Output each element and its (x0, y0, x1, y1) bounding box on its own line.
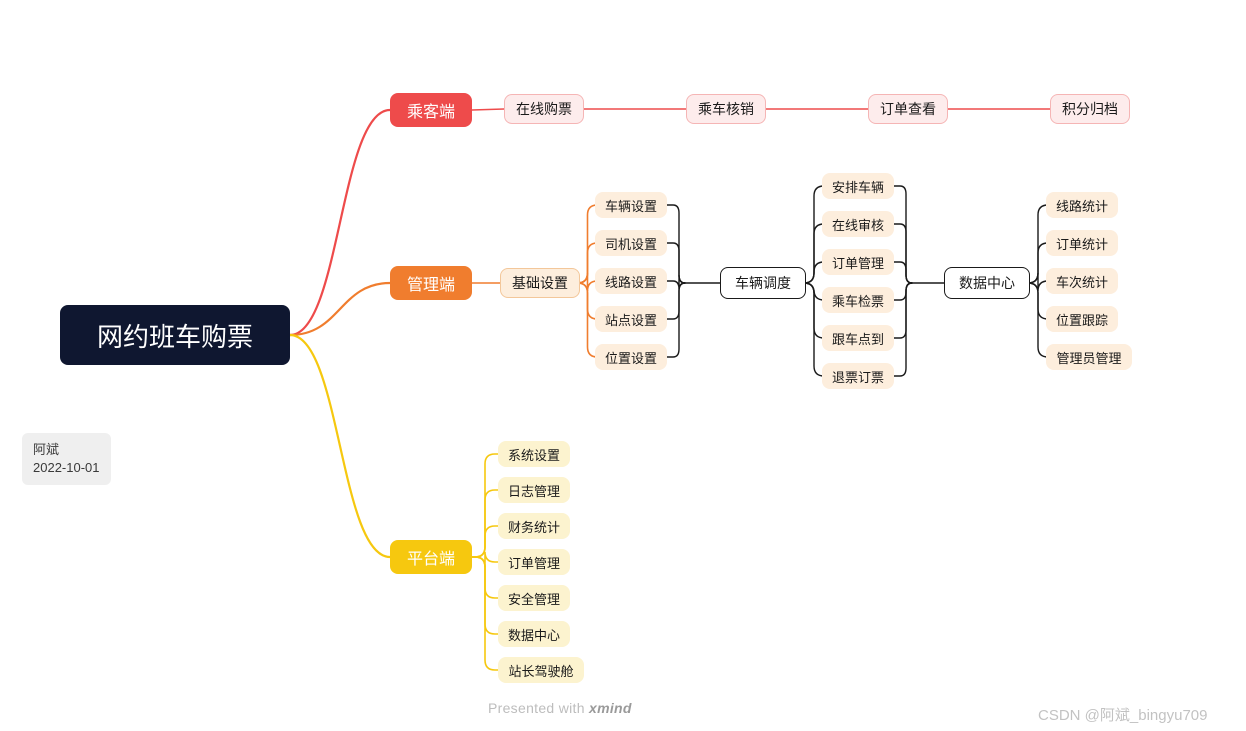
leaf-manage-b-1: 在线审核 (822, 211, 894, 237)
box-vehicle-dispatch: 车辆调度 (720, 267, 806, 299)
leaf-platform-4: 安全管理 (498, 585, 570, 611)
leaf-manage-a-1: 司机设置 (595, 230, 667, 256)
watermark-text: CSDN @阿斌_bingyu709 (1038, 704, 1207, 725)
leaf-platform-1: 日志管理 (498, 477, 570, 503)
leaf-manage-b-4: 跟车点到 (822, 325, 894, 351)
author-note: 阿斌 2022-10-01 (22, 433, 111, 485)
leaf-platform-5: 数据中心 (498, 621, 570, 647)
leaf-manage-c-1: 订单统计 (1046, 230, 1118, 256)
pill-passenger-0: 在线购票 (504, 94, 584, 124)
footer-brand: xmind (589, 700, 632, 716)
leaf-manage-b-2: 订单管理 (822, 249, 894, 275)
branch-passenger: 乘客端 (390, 93, 472, 127)
leaf-manage-b-3: 乘车检票 (822, 287, 894, 313)
leaf-platform-0: 系统设置 (498, 441, 570, 467)
leaf-manage-a-3: 站点设置 (595, 306, 667, 332)
pill-passenger-1: 乘车核销 (686, 94, 766, 124)
leaf-manage-b-5: 退票订票 (822, 363, 894, 389)
box-data-center: 数据中心 (944, 267, 1030, 299)
root-node: 网约班车购票 (60, 305, 290, 365)
leaf-manage-c-4: 管理员管理 (1046, 344, 1132, 370)
leaf-platform-3: 订单管理 (498, 549, 570, 575)
pill-manage-0: 基础设置 (500, 268, 580, 298)
leaf-manage-b-0: 安排车辆 (822, 173, 894, 199)
footer-prefix: Presented with (488, 700, 589, 716)
leaf-platform-2: 财务统计 (498, 513, 570, 539)
leaf-manage-c-3: 位置跟踪 (1046, 306, 1118, 332)
leaf-manage-a-4: 位置设置 (595, 344, 667, 370)
branch-manage: 管理端 (390, 266, 472, 300)
pill-passenger-2: 订单查看 (868, 94, 948, 124)
leaf-manage-a-2: 线路设置 (595, 268, 667, 294)
author-date: 2022-10-01 (33, 459, 100, 477)
footer-credit: Presented with xmind (488, 700, 632, 716)
author-name: 阿斌 (33, 441, 100, 459)
leaf-platform-6: 站长驾驶舱 (498, 657, 584, 683)
leaf-manage-c-0: 线路统计 (1046, 192, 1118, 218)
pill-passenger-3: 积分归档 (1050, 94, 1130, 124)
leaf-manage-c-2: 车次统计 (1046, 268, 1118, 294)
branch-platform: 平台端 (390, 540, 472, 574)
leaf-manage-a-0: 车辆设置 (595, 192, 667, 218)
